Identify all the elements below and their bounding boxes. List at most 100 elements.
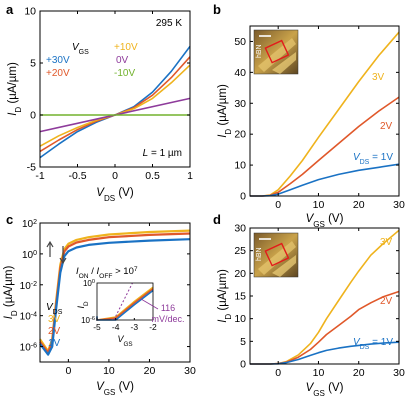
- on-off-ratio-label: ION / IOFF > 107: [76, 266, 138, 280]
- x-axis-label: VDS (V): [96, 187, 134, 203]
- y-tick-label: 102: [22, 219, 37, 231]
- x-axis-label: VGS (V): [306, 213, 344, 229]
- inset-y-tick-label: 10-6: [81, 316, 95, 325]
- x-tick-label: 0: [65, 365, 71, 377]
- legend-entry: +30V: [46, 55, 70, 66]
- inset-y-tick-label: 100: [83, 279, 95, 288]
- inset-label: hBN: [256, 247, 263, 261]
- inset-y-label: ID: [76, 301, 90, 309]
- inset-x-tick-label: -4: [112, 322, 120, 332]
- y-tick-label: 30: [234, 98, 246, 110]
- y-tick-label: 50: [234, 36, 246, 48]
- slope-fit-line: [113, 282, 133, 321]
- legend-entry: 2V: [48, 326, 61, 337]
- x-tick-label: 1: [187, 170, 193, 182]
- y-tick-label: 40: [234, 67, 246, 79]
- panel-letter: a: [6, 2, 14, 17]
- y-tick-label: 10: [24, 6, 36, 18]
- x-tick-label: -0.5: [68, 170, 86, 182]
- panel-c: c 0 10 20 30 102 100 10-2 10-4 10-6 VGS (V) ID (µA/…: [3, 212, 196, 397]
- inset-frame: [96, 282, 154, 321]
- y-tick-label: 100: [22, 249, 37, 261]
- slope-pointer: [140, 298, 159, 310]
- series-label: 2V: [380, 121, 393, 132]
- inset-x-tick-label: -2: [149, 322, 157, 332]
- y-tick-label: -5: [27, 162, 36, 174]
- y-tick-label: 10: [234, 313, 246, 325]
- legend-entry: +20V: [46, 68, 70, 79]
- temperature-label: 295 K: [156, 18, 182, 29]
- x-tick-label: 30: [393, 367, 405, 379]
- inset-x-tick-label: -3: [131, 322, 139, 332]
- legend-entry: 1V: [48, 338, 61, 349]
- inset-background: [80, 278, 186, 348]
- x-axis-label: VGS (V): [306, 382, 344, 398]
- y-axis-label: ID (µA/µm): [217, 269, 233, 323]
- subthreshold-slope-unit: mV/dec.: [151, 314, 184, 324]
- y-tick-label: 5: [240, 336, 246, 348]
- series-line: [250, 96, 400, 197]
- electrode: [272, 255, 296, 277]
- subthreshold-slope-value: 116: [161, 303, 175, 313]
- x-tick-label: 10: [313, 199, 325, 211]
- length-label: L = 1 µm: [143, 148, 182, 159]
- panel-letter: b: [213, 2, 221, 17]
- x-tick-label: 20: [353, 367, 365, 379]
- panel-d: d 0 10 20 30 0 5 10 15 20 25 30 VGS (V) ID (µA/µm) hBN…: [213, 212, 405, 398]
- legend-entry: -10V: [114, 68, 135, 79]
- electrode: [258, 241, 296, 275]
- electrode: [272, 52, 296, 74]
- series-label: 3V: [380, 237, 393, 248]
- x-tick-label: 0: [112, 170, 118, 182]
- x-tick-label: 10: [103, 365, 115, 377]
- legend-title: VDS: [46, 302, 63, 316]
- x-tick-label: 30: [393, 199, 405, 211]
- y-tick-label: 5: [30, 58, 36, 70]
- y-tick-label: 10: [234, 160, 246, 172]
- panel-letter: d: [213, 212, 221, 227]
- series-line: [250, 290, 400, 365]
- inset-x-tick-label: -5: [93, 322, 101, 332]
- y-tick-label: 0: [240, 359, 246, 371]
- legend-title: VGS: [72, 42, 89, 56]
- inset-x-label: VGS: [117, 334, 132, 348]
- series-line: [39, 238, 191, 356]
- legend-entry: 0V: [116, 55, 129, 66]
- y-axis-label: ID (µA/µm): [7, 62, 23, 116]
- x-tick-label: 0: [275, 199, 281, 211]
- plot-frame: [39, 222, 191, 363]
- y-axis-label: ID (µA/µm): [3, 266, 19, 320]
- series-label: 2V: [380, 296, 393, 307]
- panel-b: b 0 10 20 30 0 10 20 30 40 50 VGS (V) ID (µA/µm) hBN 3…: [213, 2, 405, 229]
- electrode: [258, 38, 296, 72]
- legend-entry: +10V: [114, 42, 138, 53]
- x-tick-label: 20: [144, 365, 156, 377]
- series-label: 3V: [372, 72, 385, 83]
- panel-letter: c: [6, 212, 13, 227]
- y-tick-label: 10-2: [20, 280, 37, 292]
- y-tick-label: 10-4: [20, 311, 37, 323]
- x-axis-label: VGS (V): [96, 381, 134, 397]
- y-tick-label: 0: [240, 191, 246, 203]
- y-tick-label: 20: [234, 129, 246, 141]
- plot-frame: [249, 25, 400, 197]
- y-tick-label: 25: [234, 245, 246, 257]
- x-tick-label: -1: [35, 170, 44, 182]
- x-tick-label: 10: [313, 367, 325, 379]
- series-label: VDS = 1V: [353, 152, 393, 166]
- y-tick-label: 0: [30, 110, 36, 122]
- channel-outline: [264, 242, 290, 267]
- x-tick-label: 0.5: [145, 170, 160, 182]
- series-label: VDS = 1V: [353, 337, 393, 351]
- x-tick-label: 20: [353, 199, 365, 211]
- y-tick-label: 10-6: [20, 342, 37, 354]
- panel-a: a -1 -0.5 0 0.5 1 -5 0 5 10 VDS (V) ID (µA/µm) 295 K…: [6, 2, 193, 203]
- x-tick-label: 30: [184, 365, 196, 377]
- x-tick-label: 0: [275, 367, 281, 379]
- sweep-down-arrow: [59, 246, 67, 265]
- series-line: [250, 163, 400, 197]
- inset-label: hBN: [256, 44, 263, 58]
- channel-outline: [264, 39, 290, 64]
- y-tick-label: 30: [234, 223, 246, 235]
